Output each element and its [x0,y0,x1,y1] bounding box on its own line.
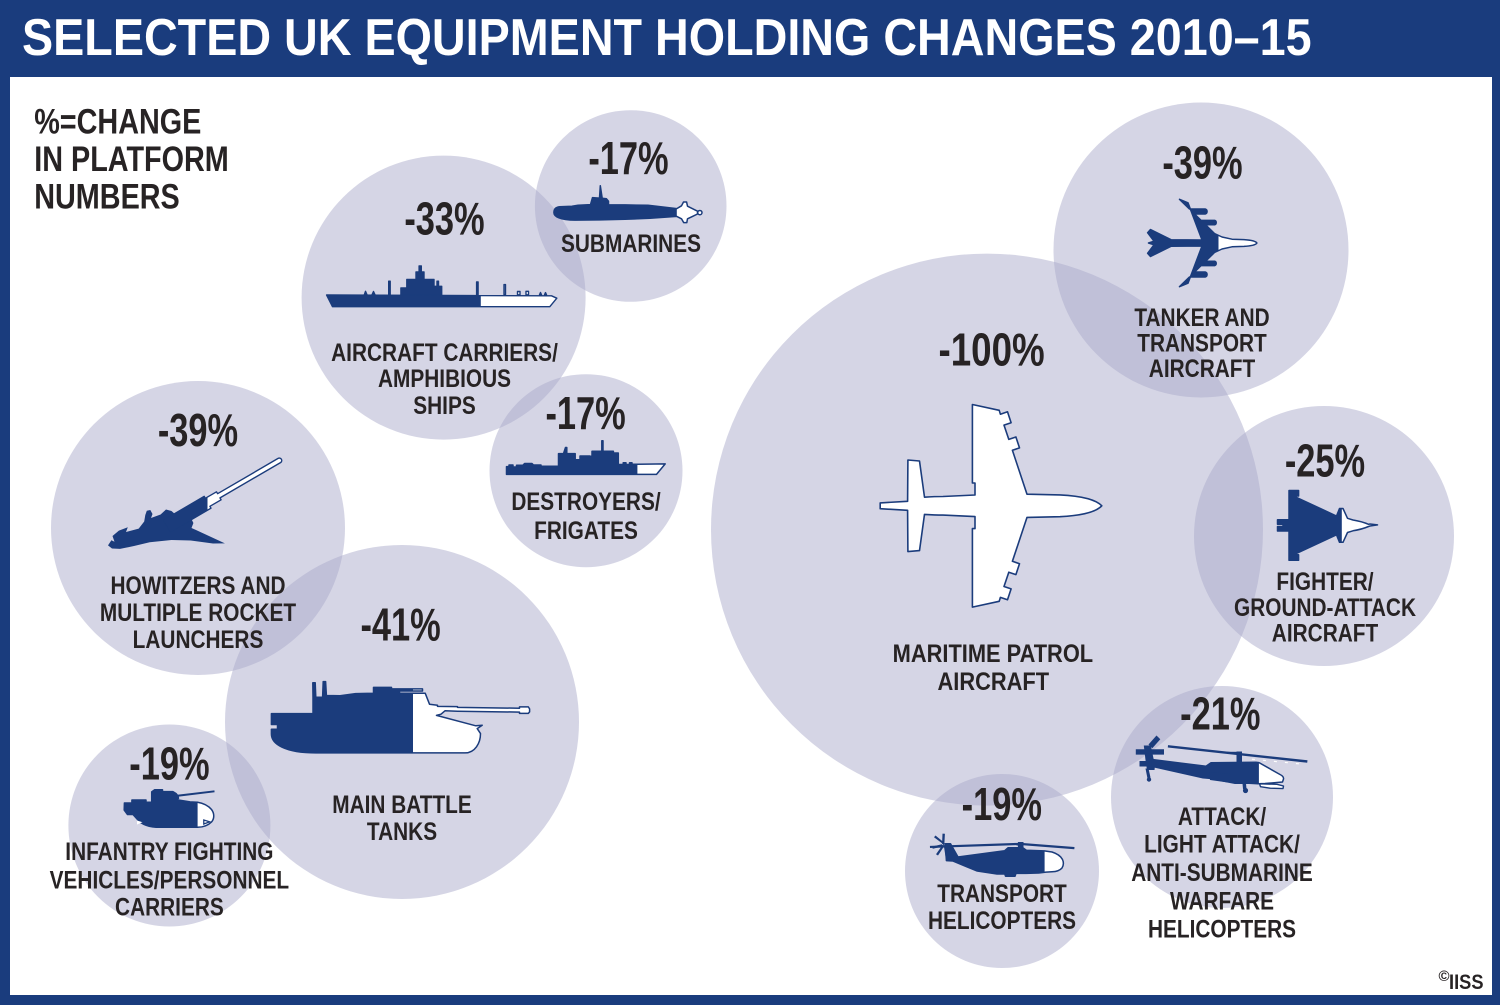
svg-text:-100%: -100% [939,323,1045,375]
svg-text:%=CHANGE: %=CHANGE [34,102,201,141]
svg-text:IN PLATFORM: IN PLATFORM [34,139,229,178]
svg-text:GROUND-ATTACK: GROUND-ATTACK [1234,593,1416,621]
svg-text:-19%: -19% [129,737,209,789]
svg-text:WARFARE: WARFARE [1170,887,1274,915]
svg-text:SHIPS: SHIPS [413,391,475,419]
svg-text:AIRCRAFT: AIRCRAFT [938,668,1050,696]
svg-text:FIGHTER/: FIGHTER/ [1276,567,1374,595]
svg-text:AIRCRAFT: AIRCRAFT [1272,619,1378,647]
svg-text:LAUNCHERS: LAUNCHERS [133,625,264,653]
svg-text:CARRIERS: CARRIERS [115,893,224,921]
svg-text:MULTIPLE ROCKET: MULTIPLE ROCKET [100,598,296,626]
svg-text:DESTROYERS/: DESTROYERS/ [511,487,661,515]
svg-text:HOWITZERS AND: HOWITZERS AND [110,571,285,599]
svg-text:-19%: -19% [962,778,1042,830]
svg-text:AIRCRAFT CARRIERS/: AIRCRAFT CARRIERS/ [331,338,558,366]
svg-text:©: © [1438,968,1449,985]
svg-text:FRIGATES: FRIGATES [534,516,638,544]
svg-text:HELICOPTERS: HELICOPTERS [928,906,1076,934]
svg-text:-39%: -39% [1162,137,1242,189]
svg-text:-33%: -33% [404,192,484,244]
svg-text:-17%: -17% [588,132,668,184]
svg-text:AIRCRAFT: AIRCRAFT [1149,354,1255,382]
svg-text:INFANTRY FIGHTING: INFANTRY FIGHTING [65,837,273,865]
svg-text:-17%: -17% [545,387,625,439]
svg-text:TANKER AND: TANKER AND [1134,303,1269,331]
svg-text:SUBMARINES: SUBMARINES [561,229,701,257]
svg-text:AMPHIBIOUS: AMPHIBIOUS [378,364,511,392]
svg-text:MAIN BATTLE: MAIN BATTLE [332,790,472,818]
svg-text:-41%: -41% [360,599,440,651]
svg-text:VEHICLES/PERSONNEL: VEHICLES/PERSONNEL [50,865,289,893]
svg-text:ANTI-SUBMARINE: ANTI-SUBMARINE [1131,858,1313,886]
svg-text:-21%: -21% [1180,688,1260,740]
svg-text:IISS: IISS [1449,971,1484,994]
svg-text:TRANSPORT: TRANSPORT [1137,329,1267,357]
svg-text:MARITIME PATROL: MARITIME PATROL [893,641,1093,669]
svg-text:ATTACK/: ATTACK/ [1178,802,1267,830]
svg-text:HELICOPTERS: HELICOPTERS [1148,914,1296,942]
svg-text:-39%: -39% [158,404,238,456]
svg-text:NUMBERS: NUMBERS [34,177,180,216]
svg-text:-25%: -25% [1285,435,1365,487]
svg-text:TRANSPORT: TRANSPORT [937,879,1067,907]
svg-text:TANKS: TANKS [367,817,437,845]
svg-text:LIGHT ATTACK/: LIGHT ATTACK/ [1144,830,1300,858]
